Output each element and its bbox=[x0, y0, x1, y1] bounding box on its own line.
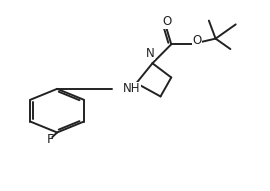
Text: O: O bbox=[163, 15, 172, 28]
Text: N: N bbox=[146, 47, 155, 60]
Text: NH: NH bbox=[123, 82, 140, 95]
Text: F: F bbox=[47, 133, 54, 146]
Text: O: O bbox=[192, 34, 201, 47]
